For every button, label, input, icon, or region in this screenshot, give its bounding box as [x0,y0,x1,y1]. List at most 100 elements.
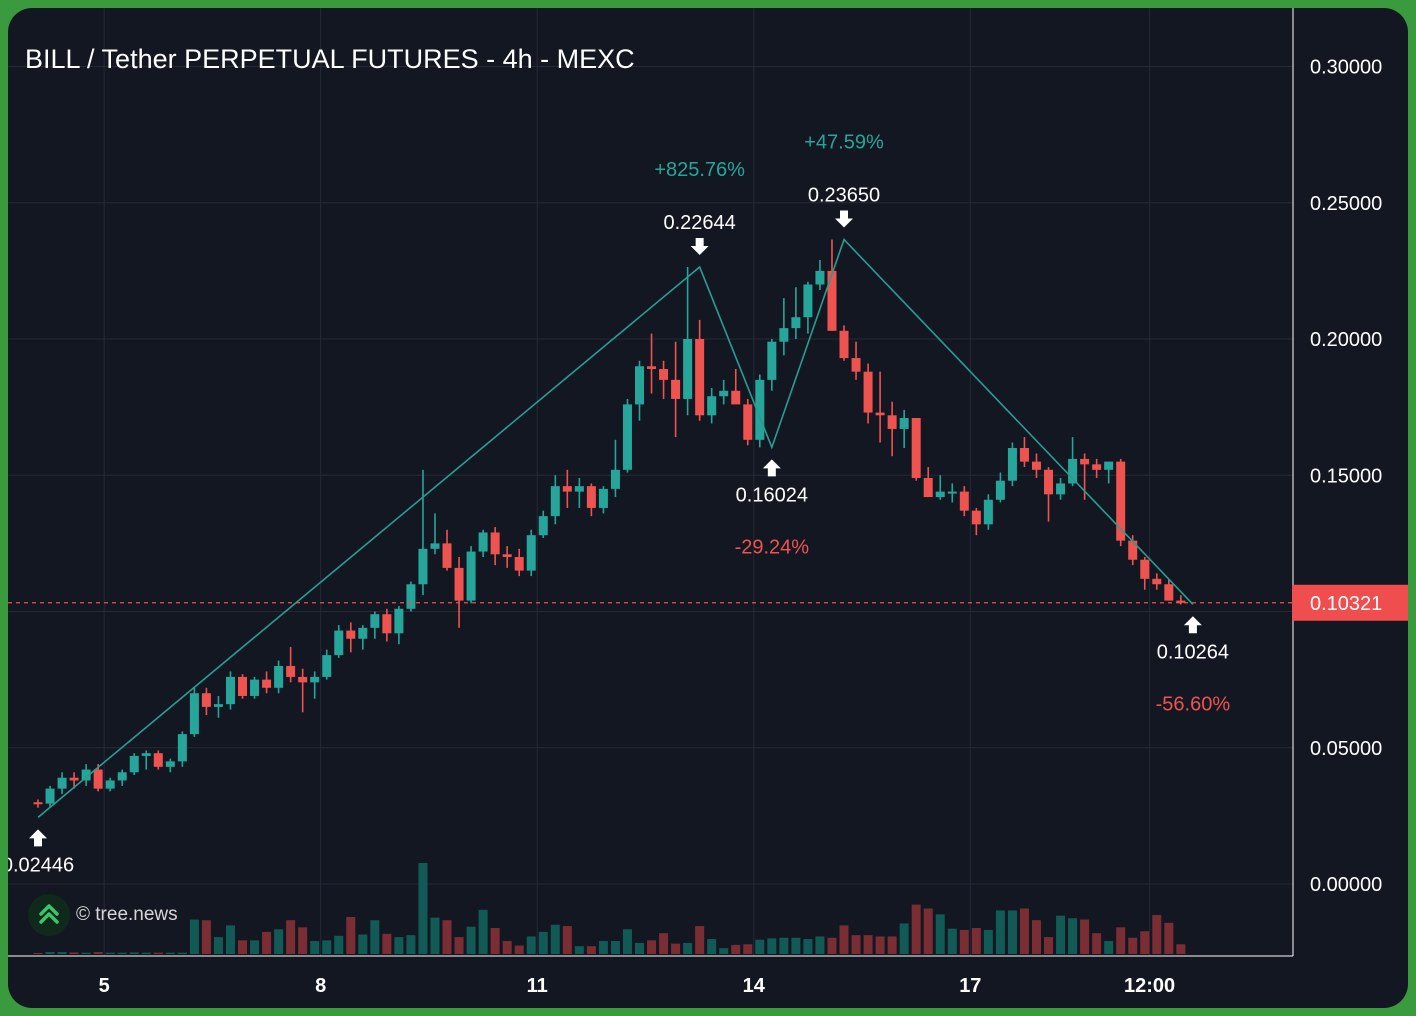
volume-bar [959,929,969,954]
candle-body [550,486,560,517]
volume-bar [1104,941,1114,954]
candle-body [995,480,1005,500]
candle-body [707,396,717,416]
pivot-price-label: 0.23650 [808,185,880,207]
y-tick-label: 0.20000 [1310,329,1382,351]
volume-bar [899,923,909,954]
volume-bar [1164,922,1174,954]
volume-bar [1092,933,1102,954]
candle-body [1176,600,1186,603]
candle-body [574,486,584,492]
candle-body [719,390,729,397]
candle-body [839,330,849,359]
candle-body [454,567,464,601]
candle-body [334,630,344,656]
volume-bar [322,940,332,954]
candle-body [526,535,536,571]
volume-bar [57,952,67,954]
candle-body [659,368,669,380]
candle-body [731,390,741,405]
volume-bar [442,920,452,954]
volume-bar [201,920,211,954]
price-chart[interactable]: 0.02446 0.22644 +825.76% 0.16024 -29.24% 0.23… [8,8,1408,1008]
volume-bar [695,926,705,954]
pivot-change-label: -56.60% [1156,693,1231,715]
volume-bar [346,916,356,954]
volume-bar [983,929,993,954]
volume-bar [33,952,43,954]
volume-bar [298,927,308,954]
candle-body [1128,540,1138,560]
candle-body [743,404,753,440]
volume-bar [538,931,548,954]
volume-bar [574,946,584,954]
volume-bar [586,946,596,954]
volume-bar [1056,915,1066,954]
volume-bar [647,940,657,954]
candle-body [971,510,981,525]
volume-bar [334,935,344,954]
candle-body [767,341,777,380]
volume-bar [659,933,669,954]
x-tick-label: 5 [99,975,110,997]
volume-bar [1140,931,1150,954]
volume-bar [286,920,296,954]
candle-body [803,284,813,318]
volume-bar [165,952,175,954]
candle-body [683,339,693,399]
volume-bar [370,920,380,954]
y-tick-label: 0.30000 [1310,57,1382,79]
volume-bar [767,938,777,954]
volume-bar [851,935,861,954]
volume-bar [310,941,320,954]
candle-body [562,486,572,492]
y-tick-label: 0.15000 [1310,465,1382,487]
candle-body [647,366,657,369]
volume-bar [1176,944,1186,954]
candle-body [418,548,428,585]
candle-body [947,491,957,494]
volume-bar [93,952,103,954]
volume-bar [1128,937,1138,954]
candle-body [129,755,139,773]
volume-bar [45,952,55,954]
volume-bar [466,926,476,954]
volume-bar [935,914,945,954]
candle-body [274,666,284,688]
volume-bar [526,936,536,954]
watermark-text: © tree.news [76,904,178,925]
volume-bar [514,945,524,954]
x-tick-label: 17 [959,975,981,997]
volume-bar [875,936,885,954]
x-tick-label: 12:00 [1124,975,1175,997]
candle-body [57,777,67,789]
candle-body [250,679,260,696]
volume-bar [1007,910,1017,954]
volume-bar [1031,920,1041,954]
x-tick-label: 8 [315,975,326,997]
candle-body [779,328,789,342]
candle-body [117,772,127,781]
candle-body [863,371,873,413]
y-tick-label: 0.25000 [1310,193,1382,215]
volume-bar [141,952,151,954]
candle-body [430,543,440,549]
candle-body [466,551,476,601]
candle-body [514,557,524,571]
annotation-layer: 0.02446 0.22644 +825.76% 0.16024 -29.24% 0.23… [8,132,1230,877]
arrow-down-icon [835,210,854,228]
volume-bar [923,908,933,954]
chart-frame: 0.02446 0.22644 +825.76% 0.16024 -29.24% 0.23… [8,8,1408,1008]
x-tick-label: 14 [743,975,766,997]
volume-bar [502,941,512,954]
candle-layer [33,239,1186,808]
volume-bar [406,935,416,954]
arrow-up-icon [29,829,47,847]
volume-bar [755,939,765,954]
candle-body [635,366,644,405]
volume-bar [743,944,753,954]
volume-bar [803,939,813,954]
candle-body [346,630,356,639]
candle-body [695,339,705,416]
candle-body [1116,461,1126,541]
